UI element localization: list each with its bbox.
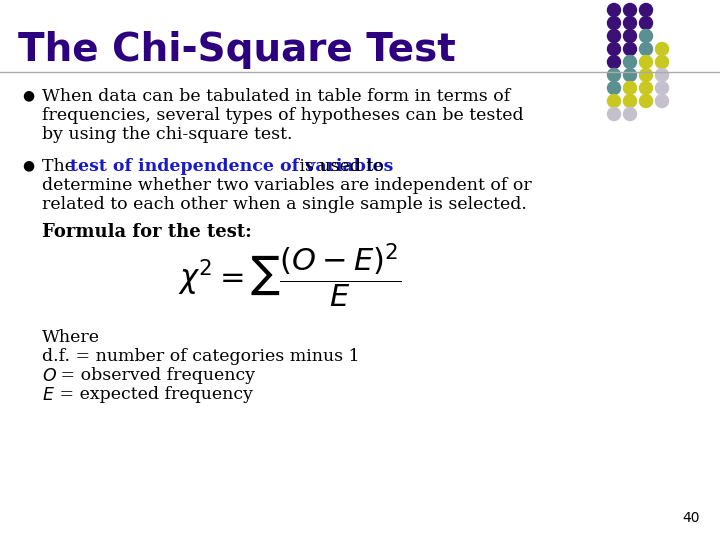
Text: frequencies, several types of hypotheses can be tested: frequencies, several types of hypotheses…	[42, 107, 523, 124]
Circle shape	[608, 30, 621, 43]
Circle shape	[608, 3, 621, 17]
Text: Where: Where	[42, 329, 100, 346]
Text: test of independence of variables: test of independence of variables	[70, 158, 393, 175]
Text: The: The	[42, 158, 81, 175]
Circle shape	[624, 82, 636, 94]
Text: When data can be tabulated in table form in terms of: When data can be tabulated in table form…	[42, 88, 510, 105]
Text: $E$: $E$	[42, 386, 55, 404]
Circle shape	[655, 82, 668, 94]
Text: related to each other when a single sample is selected.: related to each other when a single samp…	[42, 196, 527, 213]
Text: The Chi-Square Test: The Chi-Square Test	[18, 31, 456, 69]
Circle shape	[624, 30, 636, 43]
Circle shape	[639, 3, 652, 17]
Circle shape	[608, 82, 621, 94]
Circle shape	[655, 43, 668, 56]
Circle shape	[608, 17, 621, 30]
Text: 40: 40	[683, 511, 700, 525]
Circle shape	[639, 30, 652, 43]
Circle shape	[624, 69, 636, 82]
Circle shape	[655, 69, 668, 82]
Circle shape	[608, 94, 621, 107]
Text: = expected frequency: = expected frequency	[54, 386, 253, 403]
Text: is used to: is used to	[294, 158, 384, 175]
Text: $O$: $O$	[42, 367, 57, 385]
Circle shape	[655, 94, 668, 107]
Text: = observed frequency: = observed frequency	[55, 367, 255, 384]
Text: $\chi^2 = \sum \dfrac{(O - E)^2}{E}$: $\chi^2 = \sum \dfrac{(O - E)^2}{E}$	[179, 242, 402, 310]
Circle shape	[624, 3, 636, 17]
Text: by using the chi-square test.: by using the chi-square test.	[42, 126, 292, 143]
Circle shape	[655, 56, 668, 69]
Text: d.f. = number of categories minus 1: d.f. = number of categories minus 1	[42, 348, 359, 365]
Circle shape	[624, 43, 636, 56]
Circle shape	[639, 82, 652, 94]
Circle shape	[624, 94, 636, 107]
Circle shape	[608, 56, 621, 69]
Circle shape	[639, 94, 652, 107]
Circle shape	[639, 56, 652, 69]
Text: ●: ●	[22, 88, 34, 102]
Text: Formula for the test:: Formula for the test:	[42, 223, 252, 241]
Circle shape	[639, 17, 652, 30]
Circle shape	[639, 69, 652, 82]
Circle shape	[624, 17, 636, 30]
Circle shape	[624, 107, 636, 120]
Circle shape	[608, 69, 621, 82]
Text: determine whether two variables are independent of or: determine whether two variables are inde…	[42, 177, 532, 194]
Circle shape	[639, 43, 652, 56]
Circle shape	[608, 107, 621, 120]
Circle shape	[608, 43, 621, 56]
Circle shape	[624, 56, 636, 69]
Text: ●: ●	[22, 158, 34, 172]
